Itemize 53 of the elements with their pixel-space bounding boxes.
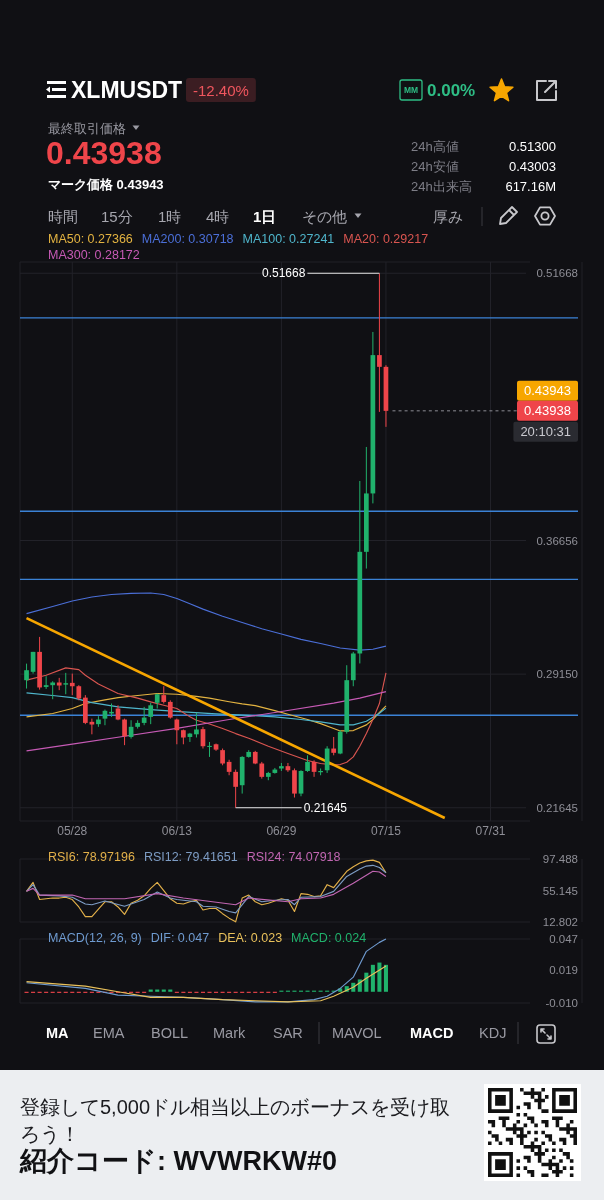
text: 登録して5,000ドル相当以上のボーナスを受け取ろう！ bbox=[20, 1096, 451, 1145]
legend: MA50: 0.27366 MA200: 0.30718 MA100: 0.27241 MA20: 0.29217 MA300: 0.28172 bbox=[48, 232, 429, 262]
annotation: 20:10:31 bbox=[520, 424, 571, 440]
text: SAR bbox=[273, 1025, 303, 1041]
x-tick-label: 06/29 bbox=[266, 824, 297, 838]
annotation: 0.43938 bbox=[524, 403, 571, 419]
text: 0.51300 bbox=[509, 138, 556, 154]
y-tick-label: 0.36656 bbox=[536, 534, 578, 547]
text: 1時 bbox=[158, 207, 182, 225]
text: マーク価格 0.43943 bbox=[48, 176, 164, 192]
y-tick-label: 0.51668 bbox=[536, 267, 578, 280]
text: 617.16M bbox=[505, 178, 556, 194]
text: -12.40% bbox=[193, 81, 249, 99]
annotation: 0.43943 bbox=[524, 383, 571, 399]
text: 24h安値 bbox=[411, 158, 459, 174]
y-tick-label: 55.145 bbox=[542, 884, 578, 897]
text: Mark bbox=[213, 1025, 246, 1041]
y-tick-label: 97.488 bbox=[542, 853, 578, 865]
text: 24h出来高 bbox=[411, 178, 472, 194]
text: 紹介コード: WVWRKW#0 bbox=[19, 1146, 337, 1176]
text: 15分 bbox=[101, 207, 133, 225]
y-tick-label: 0.019 bbox=[549, 964, 578, 977]
x-tick-label: 05/28 bbox=[57, 824, 88, 838]
text: 24h高値 bbox=[411, 138, 459, 154]
x-tick-label: 07/31 bbox=[475, 824, 506, 838]
text: 時間 bbox=[48, 207, 78, 225]
text: KDJ bbox=[479, 1025, 507, 1041]
text: 1日 bbox=[253, 207, 277, 225]
annotation: 0.21645 bbox=[303, 800, 348, 815]
y-tick-label: 12.802 bbox=[542, 916, 578, 928]
y-tick-label: 0.047 bbox=[549, 933, 578, 945]
text: 0.43938 bbox=[46, 135, 162, 171]
y-tick-label: -0.010 bbox=[545, 997, 578, 1009]
y-tick-label: 0.21645 bbox=[536, 801, 578, 814]
text: 0.43003 bbox=[509, 158, 556, 174]
text: EMA bbox=[93, 1025, 125, 1041]
text: 最終取引価格 bbox=[48, 120, 126, 136]
text: 0.00% bbox=[427, 80, 476, 100]
text: 4時 bbox=[206, 207, 230, 225]
text: MA bbox=[46, 1025, 70, 1041]
text: MM bbox=[403, 85, 419, 95]
text: BOLL bbox=[151, 1025, 189, 1041]
text: その他 bbox=[302, 207, 347, 225]
text: 厚み bbox=[433, 207, 463, 225]
x-tick-label: 07/15 bbox=[370, 824, 402, 838]
text: XLMUSDT bbox=[71, 77, 183, 103]
text: MACD bbox=[410, 1025, 454, 1041]
y-tick-label: 0.29150 bbox=[536, 668, 578, 681]
legend: MACD(12, 26, 9) DIF: 0.047 DEA: 0.023 MACD: 0.024 bbox=[48, 931, 367, 945]
legend: RSI6: 78.97196 RSI12: 79.41651 RSI24: 74.07918 bbox=[48, 850, 341, 864]
text: MAVOL bbox=[332, 1025, 382, 1041]
annotation: 0.51668 bbox=[262, 266, 306, 281]
x-tick-label: 06/13 bbox=[161, 824, 193, 838]
